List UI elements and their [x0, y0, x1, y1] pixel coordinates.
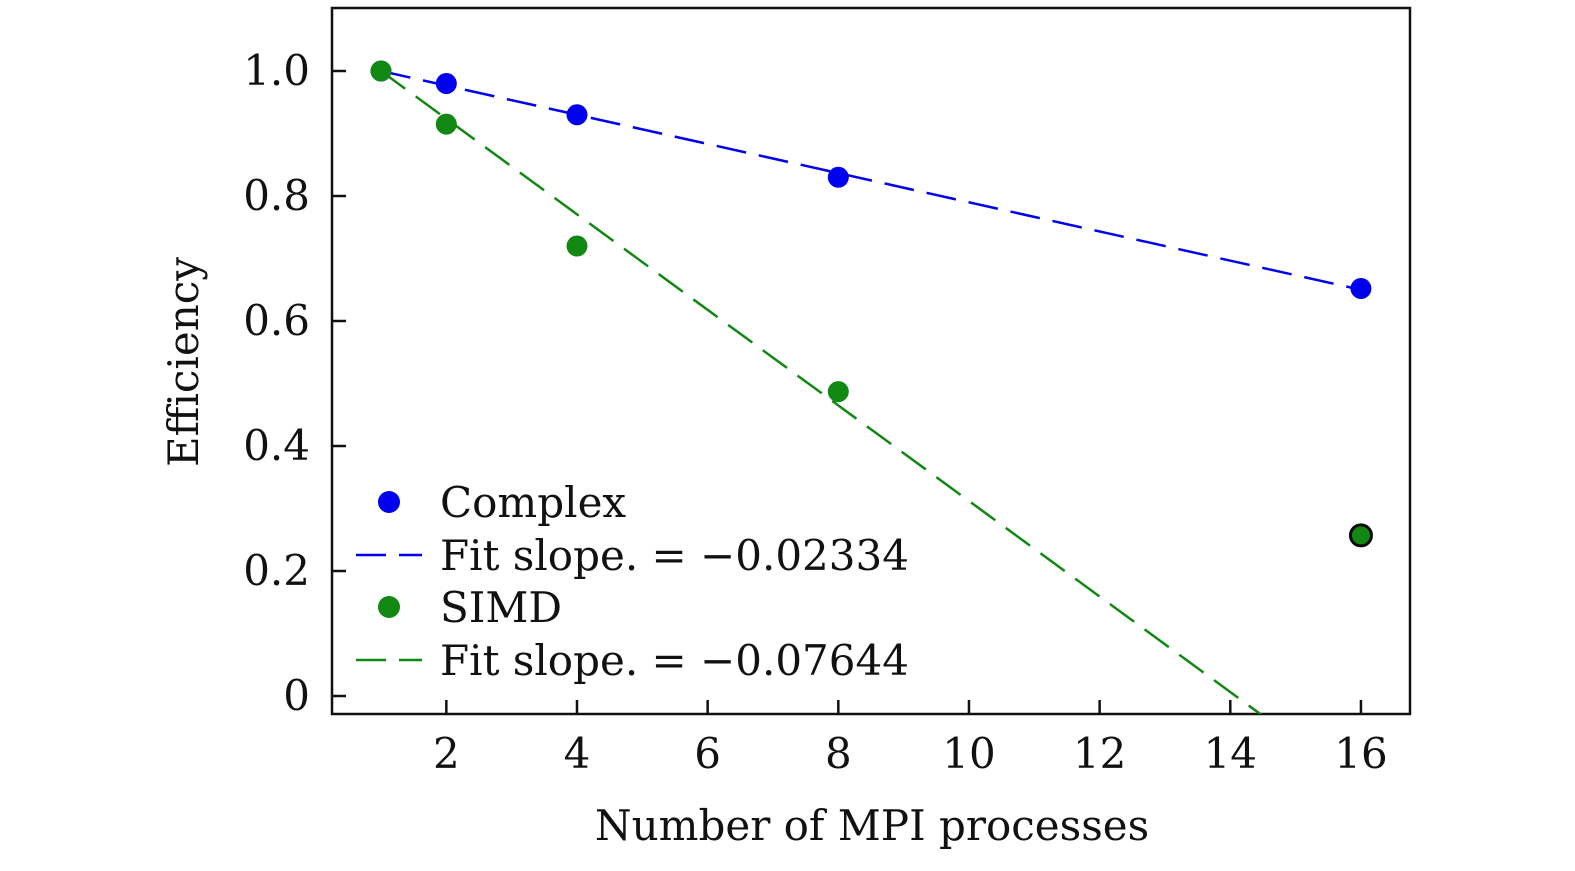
x-tick-label: 16 [1334, 729, 1387, 778]
complex-point [435, 73, 457, 94]
simd-point [435, 113, 457, 135]
axes-layer: 2 4 6 8 10 12 14 16 0 0.2 0.4 0.6 0.8 1.0 [243, 6, 1412, 778]
simd-point [827, 381, 849, 403]
plot-frame [330, 6, 1412, 716]
legend-label-2: Fit slope. = −0.02334 [440, 531, 909, 580]
legend-label-3: SIMD [440, 583, 562, 632]
y-tick-label: 0.6 [243, 296, 310, 345]
simd-point [370, 60, 392, 82]
legend-marker-3 [378, 596, 400, 618]
legend-marker-1 [378, 491, 400, 513]
x-tick-label: 4 [564, 729, 591, 778]
x-tick-label: 12 [1073, 729, 1126, 778]
fit-line-1 [380, 69, 1362, 292]
x-tick-label: 10 [942, 729, 995, 778]
legend-label-4: Fit slope. = −0.07644 [440, 636, 909, 685]
fit-line-2 [380, 69, 1263, 714]
complex-point [1350, 278, 1372, 299]
y-tick-label: 0.8 [243, 171, 310, 220]
simd-point [1348, 523, 1373, 548]
x-axis-label: Number of MPI processes [595, 801, 1149, 850]
y-axis-label: Efficiency [159, 257, 208, 467]
x-tick-label: 6 [694, 729, 721, 778]
y-tick-label: 0 [283, 671, 310, 720]
x-tick-label: 2 [433, 729, 460, 778]
x-tick-label: 14 [1204, 729, 1257, 778]
y-tick-label: 1.0 [243, 46, 310, 95]
x-tick-label: 8 [825, 729, 852, 778]
y-tick-label: 0.4 [243, 421, 310, 470]
data-layer [370, 60, 1373, 714]
simd-point [566, 235, 588, 257]
legend-label-1: Complex [440, 478, 626, 527]
complex-point [827, 166, 849, 188]
complex-point [566, 104, 588, 126]
y-tick-label: 0.2 [243, 546, 310, 595]
